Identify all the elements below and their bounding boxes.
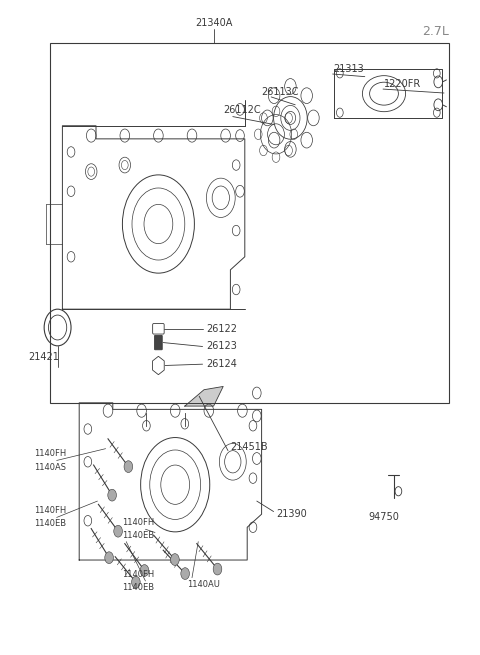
Text: 1140EB: 1140EB (122, 583, 155, 592)
Text: 21340A: 21340A (195, 18, 232, 28)
Circle shape (170, 553, 179, 565)
Text: 2.7L: 2.7L (422, 25, 449, 38)
Text: 1140FH: 1140FH (122, 570, 155, 579)
Text: 21451B: 21451B (230, 441, 268, 452)
Circle shape (124, 460, 132, 472)
Text: 1140EB: 1140EB (34, 519, 66, 529)
Polygon shape (185, 386, 223, 406)
Text: 1140AS: 1140AS (34, 462, 66, 472)
Text: 1220FR: 1220FR (384, 79, 421, 89)
Circle shape (213, 563, 222, 575)
FancyBboxPatch shape (153, 324, 164, 334)
Circle shape (108, 489, 117, 501)
Text: 1140FH: 1140FH (34, 506, 66, 515)
Bar (50, 43, 449, 403)
Circle shape (105, 552, 113, 563)
Text: 94750: 94750 (369, 512, 399, 523)
Circle shape (181, 568, 190, 580)
Text: 21421: 21421 (28, 352, 59, 362)
Text: 1140AU: 1140AU (187, 580, 220, 589)
Text: 26113C: 26113C (262, 86, 299, 97)
Text: 26112C: 26112C (223, 105, 261, 115)
FancyBboxPatch shape (155, 335, 162, 350)
Text: 26124: 26124 (206, 359, 237, 369)
Text: 1140FH: 1140FH (34, 449, 66, 458)
Circle shape (132, 576, 140, 588)
Text: 1140EB: 1140EB (122, 531, 155, 540)
Text: 21390: 21390 (276, 509, 307, 519)
Text: 26122: 26122 (206, 324, 238, 334)
Circle shape (114, 525, 122, 537)
Text: 1140FH: 1140FH (122, 518, 155, 527)
Circle shape (140, 565, 149, 576)
Text: 26123: 26123 (206, 341, 237, 352)
Text: 21313: 21313 (334, 64, 364, 74)
